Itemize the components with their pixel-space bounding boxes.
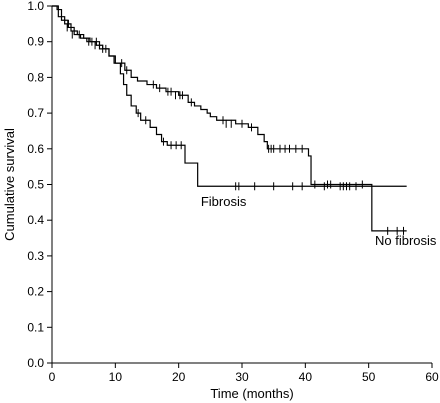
y-tick-label: 0.2: [27, 285, 44, 299]
series-layer: [52, 5, 407, 235]
x-tick-label: 40: [299, 370, 313, 384]
y-tick-label: 0.5: [27, 178, 44, 192]
survival-curve-fibrosis: [52, 5, 407, 187]
survival-curve-no-fibrosis: [52, 5, 407, 232]
curve-label: Fibrosis: [201, 194, 247, 209]
y-tick-label: 0.3: [27, 249, 44, 263]
y-axis-title: Cumulative survival: [2, 128, 17, 241]
y-tick-label: 0.7: [27, 106, 44, 120]
x-axis-title: Time (months): [210, 386, 293, 401]
y-tick-label: 0.4: [27, 213, 44, 227]
annotation-layer: Fibrosis No fibrosis: [201, 194, 437, 248]
x-tick-label: 20: [172, 370, 186, 384]
x-tick-label: 0: [49, 370, 56, 384]
curve-label: No fibrosis: [375, 233, 437, 248]
y-tick-label: 0.8: [27, 70, 44, 84]
y-tick-label: 0.0: [27, 356, 44, 370]
y-tick-label: 0.6: [27, 142, 44, 156]
y-tick-label: 0.1: [27, 320, 44, 334]
x-axis: 0 10 20 30 40 50 60: [49, 362, 439, 384]
y-tick-label: 0.9: [27, 35, 44, 49]
x-tick-label: 30: [235, 370, 249, 384]
x-tick-label: 60: [425, 370, 439, 384]
series-fibrosis: [52, 5, 407, 191]
y-tick-label: 1.0: [27, 0, 44, 13]
x-tick-label: 10: [109, 370, 123, 384]
series-no-fibrosis: [52, 5, 407, 235]
x-tick-label: 50: [362, 370, 376, 384]
y-axis: 0.0 0.1 0.2 0.3 0.4 0.5 0.6 0.7 0.8 0.9 1.0: [27, 0, 53, 370]
